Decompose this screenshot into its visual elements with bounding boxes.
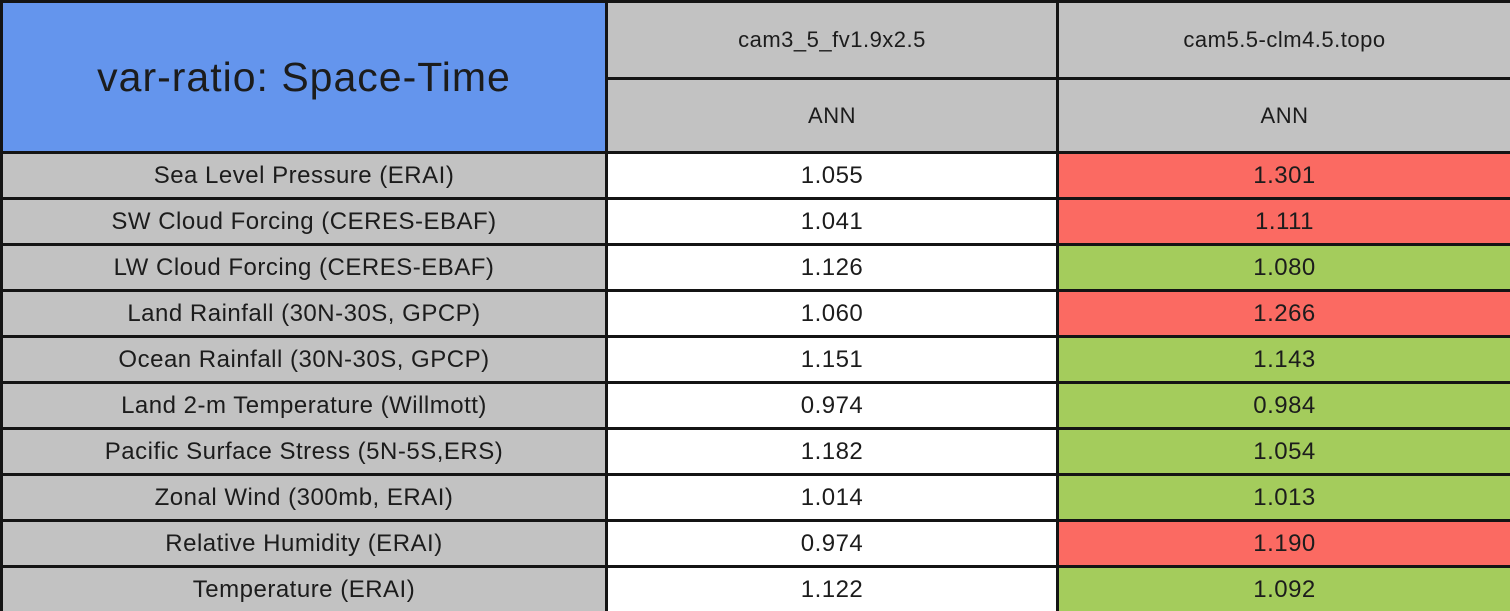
table-row: Ocean Rainfall (30N-30S, GPCP) 1.151 1.1… [0, 335, 1510, 384]
value-cell-model-2: 1.111 [1056, 197, 1510, 246]
row-label: Temperature (ERAI) [0, 565, 608, 611]
column-header-model-2: cam5.5-clm4.5.topo [1056, 0, 1510, 80]
row-label: Land Rainfall (30N-30S, GPCP) [0, 289, 608, 338]
table-row: Sea Level Pressure (ERAI) 1.055 1.301 [0, 151, 1510, 200]
header-row-models: var-ratio: Space-Time cam3_5_fv1.9x2.5 c… [0, 0, 1510, 154]
table-row: Zonal Wind (300mb, ERAI) 1.014 1.013 [0, 473, 1510, 522]
table-row: Land 2-m Temperature (Willmott) 0.974 0.… [0, 381, 1510, 430]
value-cell-model-2: 1.301 [1056, 151, 1510, 200]
value-cell-model-2: 1.080 [1056, 243, 1510, 292]
value-cell-model-1: 1.014 [605, 473, 1059, 522]
table-row: SW Cloud Forcing (CERES-EBAF) 1.041 1.11… [0, 197, 1510, 246]
value-cell-model-2: 1.143 [1056, 335, 1510, 384]
table-row: Land Rainfall (30N-30S, GPCP) 1.060 1.26… [0, 289, 1510, 338]
season-header-model-2: ANN [1056, 77, 1510, 154]
row-label: Zonal Wind (300mb, ERAI) [0, 473, 608, 522]
value-cell-model-2: 1.054 [1056, 427, 1510, 476]
column-header-model-1: cam3_5_fv1.9x2.5 [605, 0, 1059, 80]
header-row-seasons: ANN ANN [2, 77, 1510, 154]
table-row: LW Cloud Forcing (CERES-EBAF) 1.126 1.08… [0, 243, 1510, 292]
table-row: Relative Humidity (ERAI) 0.974 1.190 [0, 519, 1510, 568]
value-cell-model-1: 0.974 [605, 519, 1059, 568]
row-label: Land 2-m Temperature (Willmott) [0, 381, 608, 430]
value-cell-model-2: 1.092 [1056, 565, 1510, 611]
row-label: SW Cloud Forcing (CERES-EBAF) [0, 197, 608, 246]
value-cell-model-1: 1.122 [605, 565, 1059, 611]
value-cell-model-2: 1.266 [1056, 289, 1510, 338]
value-cell-model-1: 1.182 [605, 427, 1059, 476]
value-cell-model-1: 1.126 [605, 243, 1059, 292]
row-label: Ocean Rainfall (30N-30S, GPCP) [0, 335, 608, 384]
value-cell-model-2: 1.013 [1056, 473, 1510, 522]
value-cell-model-1: 1.041 [605, 197, 1059, 246]
value-cell-model-2: 1.190 [1056, 519, 1510, 568]
value-cell-model-1: 1.151 [605, 335, 1059, 384]
value-cell-model-1: 0.974 [605, 381, 1059, 430]
row-label: Relative Humidity (ERAI) [0, 519, 608, 568]
row-label: LW Cloud Forcing (CERES-EBAF) [0, 243, 608, 292]
value-cell-model-1: 1.060 [605, 289, 1059, 338]
table-row: Pacific Surface Stress (5N-5S,ERS) 1.182… [0, 427, 1510, 476]
row-label: Pacific Surface Stress (5N-5S,ERS) [0, 427, 608, 476]
value-cell-model-2: 0.984 [1056, 381, 1510, 430]
value-cell-model-1: 1.055 [605, 151, 1059, 200]
table-row: Temperature (ERAI) 1.122 1.092 [0, 565, 1510, 611]
row-label: Sea Level Pressure (ERAI) [0, 151, 608, 200]
season-header-model-1: ANN [605, 77, 1059, 154]
table-title: var-ratio: Space-Time [0, 0, 608, 154]
